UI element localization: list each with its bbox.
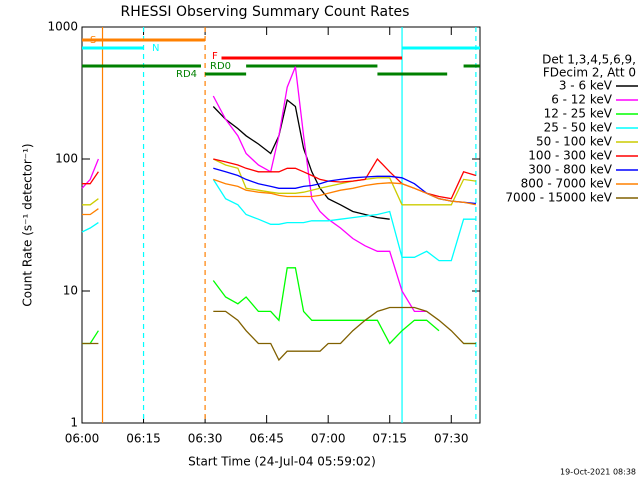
x-tick-label: 07:00 [311,432,346,446]
flag-label: N [152,43,159,54]
legend-label: 800 - 7000 keV [521,177,613,191]
x-tick-label: 06:45 [249,432,284,446]
series-line [81,179,476,262]
flag-label: F [212,51,218,62]
x-tick-label: 06:30 [188,432,223,446]
legend-label: 3 - 6 keV [559,79,613,93]
y-tick-label: 100 [55,152,78,166]
x-tick-label: 06:15 [126,432,161,446]
legend-label: 300 - 800 keV [528,163,612,177]
flag-label: RD4 [176,69,197,80]
x-tick-label: 06:00 [65,432,100,446]
legend-label: 50 - 100 keV [536,135,613,149]
plot-frame [81,26,481,424]
flag-label: RD0 [210,61,231,72]
x-tick-label: 07:30 [434,432,469,446]
legend-label: 7000 - 15000 keV [505,191,612,205]
flag-label: S [90,35,96,46]
series-line [82,178,477,216]
y-tick-label: 1000 [47,20,78,34]
x-axis-label: Start Time (24-Jul-04 05:59:02) [188,455,376,469]
legend-label: 12 - 25 keV [544,107,613,121]
legend-title: FDecim 2, Att 0 [543,66,636,80]
y-axis-label: Count Rate (s⁻¹ detector⁻¹) [21,143,35,306]
y-tick-label: 10 [63,284,78,298]
legend-label: 25 - 50 keV [544,121,613,135]
legend-label: 6 - 12 keV [551,93,613,107]
x-tick-label: 07:15 [372,432,407,446]
legend-label: 100 - 300 keV [528,149,612,163]
footer: 19-Oct-2021 08:38 [560,468,636,477]
series-line [82,267,476,345]
y-tick-label: 1 [70,416,78,430]
series-line [212,98,390,220]
chart-title: RHESSI Observing Summary Count Rates [121,4,410,20]
legend-title: Det 1,3,4,5,6,9, [542,53,636,67]
series-line [82,158,476,206]
series-line [82,306,476,362]
series-line [81,66,427,313]
